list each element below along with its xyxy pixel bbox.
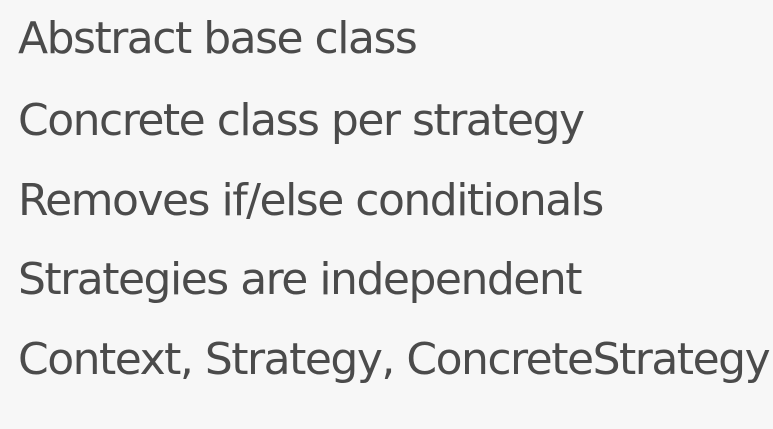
- bullet-removes-conditionals: Removes if/else conditionals: [18, 175, 604, 226]
- bullet-strategies-independent: Strategies are independent: [18, 254, 582, 305]
- bullet-abstract-base-class: Abstract base class: [18, 13, 418, 64]
- bullet-concrete-class-per-strategy: Concrete class per strategy: [18, 95, 585, 146]
- bullet-participants: Context, Strategy, ConcreteStrategy: [18, 334, 771, 385]
